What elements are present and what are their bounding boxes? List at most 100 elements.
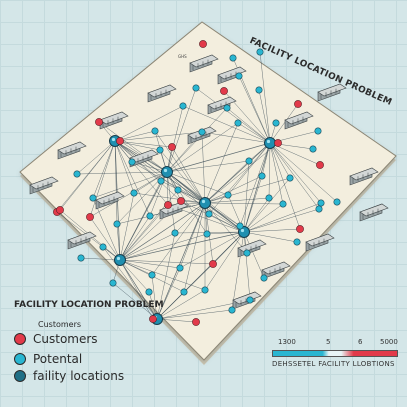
warehouse-roof: [67, 231, 97, 245]
connection-line: [119, 192, 135, 261]
connection-line: [269, 103, 299, 144]
connection-line: [204, 177, 291, 204]
connection-line: [114, 140, 182, 202]
warehouse-roof: [29, 176, 59, 190]
hub-highlight: [266, 139, 271, 144]
connection-line: [269, 142, 322, 204]
warehouse-roof: [57, 141, 87, 155]
facility-node: [293, 238, 301, 246]
facility-node: [156, 146, 164, 154]
connection-line: [166, 160, 250, 173]
customer-node: [168, 143, 176, 151]
facility-node: [130, 189, 138, 197]
customer-node: [209, 260, 217, 268]
facility-node: [89, 194, 97, 202]
warehouse-roof: [261, 261, 291, 275]
connection-line: [204, 122, 239, 204]
facility-node: [243, 249, 251, 257]
connection-line: [208, 213, 245, 233]
facility-node: [192, 84, 200, 92]
connection-line: [204, 202, 248, 254]
connection-line: [156, 232, 176, 320]
connection-line: [166, 171, 208, 235]
facility-node: [146, 212, 154, 220]
connection-line: [269, 142, 291, 179]
warehouse-roof: [284, 111, 314, 125]
facility-node: [223, 104, 231, 112]
facility-node: [73, 170, 81, 178]
legend-item-facility-locations: faility locations: [14, 369, 184, 383]
legend-item-potential: Potental: [14, 349, 184, 369]
location-dot-icon: [14, 370, 26, 382]
warehouse-icon: [147, 84, 177, 103]
facility-node: [145, 288, 153, 296]
connection-line: [269, 142, 320, 210]
facility-node: [272, 119, 280, 127]
connection-line: [59, 140, 116, 211]
connection-line: [154, 130, 206, 204]
warehouse-icon: [189, 54, 219, 73]
connection-line: [227, 142, 271, 196]
scale-ticks: 1300 5 6 5000: [272, 338, 398, 350]
hub-highlight: [240, 228, 245, 233]
facility-node: [286, 174, 294, 182]
warehouse-roof: [99, 111, 129, 125]
facility-node: [128, 158, 136, 166]
hub-link: [119, 259, 158, 320]
legend-title: FACILITY LOCATION PROBLEM: [14, 300, 164, 310]
scale-caption: DEHSSETEL FACILITY LLOBTIONS: [272, 360, 395, 368]
connection-line: [133, 171, 168, 194]
connection-line: [204, 202, 241, 227]
warehouse-icon: [237, 239, 267, 258]
legend: FACILITY LOCATION PROBLEM Customers Cust…: [14, 300, 184, 383]
scale-tick: 6: [358, 338, 363, 346]
warehouse-icon: [67, 231, 97, 250]
customer-node: [192, 318, 200, 326]
warehouse-roof: [189, 54, 219, 68]
location-nodes: [53, 40, 341, 326]
connection-line: [156, 318, 197, 323]
connection-line: [151, 274, 158, 320]
customer-node: [274, 139, 282, 147]
hub-link: [243, 142, 271, 233]
connection-line: [268, 142, 271, 199]
facility-node: [151, 127, 159, 135]
facility-node: [255, 86, 263, 94]
facility-node: [203, 230, 211, 238]
connection-line: [76, 140, 116, 175]
customer-node: [294, 100, 302, 108]
connection-line: [114, 131, 203, 142]
warehouse-roof: [359, 203, 389, 217]
connection-line: [119, 259, 214, 265]
hub-link: [119, 202, 206, 261]
customer-node: [220, 87, 228, 95]
connection-line: [159, 149, 206, 204]
connection-line: [204, 142, 279, 204]
customer-node: [56, 206, 64, 214]
connection-line: [183, 202, 206, 293]
connection-line: [114, 105, 184, 142]
connection-line: [208, 142, 271, 215]
hub-node: [264, 137, 276, 149]
connection-line: [179, 231, 245, 269]
connection-line: [92, 171, 168, 199]
hub-link: [119, 231, 245, 261]
connection-line: [243, 231, 265, 279]
scale-bar: 1300 5 6 5000 DEHSSETEL FACILITY LLOBTIO…: [272, 338, 398, 368]
connection-line: [112, 282, 158, 320]
connection-line: [204, 175, 263, 204]
facility-node: [113, 220, 121, 228]
connection-line: [76, 171, 168, 175]
warehouse-sign: GHS: [178, 54, 187, 59]
facility-node: [309, 145, 317, 153]
facility-node: [228, 306, 236, 314]
connection-line: [98, 121, 168, 173]
warehouse-icon: [217, 66, 247, 85]
hub-link: [114, 140, 206, 204]
warehouse-roof: [217, 66, 247, 80]
connection-line: [166, 122, 239, 173]
hub-link: [119, 171, 168, 261]
facility-node: [245, 157, 253, 165]
customer-node: [116, 137, 124, 145]
connection-line: [243, 160, 250, 233]
